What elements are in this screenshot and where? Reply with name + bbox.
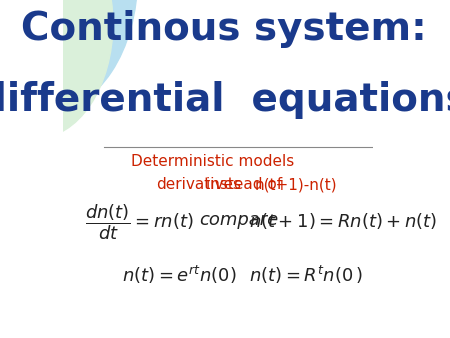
Ellipse shape <box>0 0 138 112</box>
Text: instead of: instead of <box>206 177 282 192</box>
Text: compare: compare <box>199 211 279 229</box>
Text: Deterministic models: Deterministic models <box>131 154 295 169</box>
Text: Continous system:: Continous system: <box>21 10 427 48</box>
Text: n(t+1)-n(t): n(t+1)-n(t) <box>255 177 338 192</box>
Text: differential  equations: differential equations <box>0 81 450 119</box>
Text: $n(t) = e^{rt}n(0)$: $n(t) = e^{rt}n(0)$ <box>122 264 237 286</box>
Text: derivatives: derivatives <box>156 177 241 192</box>
Text: $n(t+1) = Rn(t)+n(t)$: $n(t+1) = Rn(t)+n(t)$ <box>249 211 437 231</box>
Text: $n(t) = R^{t}n(0\,)$: $n(t) = R^{t}n(0\,)$ <box>249 264 363 286</box>
Text: $\dfrac{dn(t)}{dt} = rn(t)$: $\dfrac{dn(t)}{dt} = rn(t)$ <box>85 203 194 242</box>
Ellipse shape <box>0 0 113 139</box>
